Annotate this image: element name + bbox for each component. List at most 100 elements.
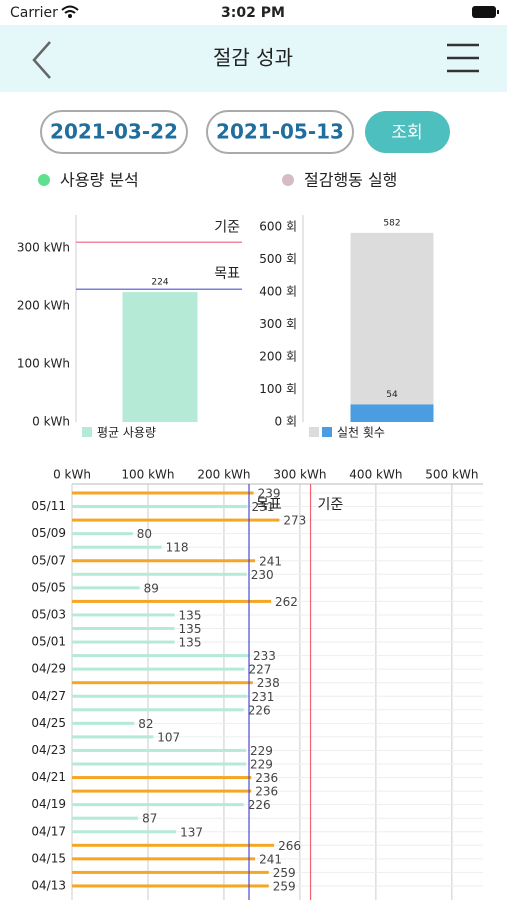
value-label: 229: [250, 744, 273, 758]
y-tick-label: 04/29: [31, 662, 66, 676]
bar: [72, 843, 275, 847]
x-tick-label: 400 kWh: [349, 468, 402, 482]
bar: [72, 789, 252, 793]
y-tick-label: 400 회: [259, 285, 297, 299]
tab-label[interactable]: 절감행동 실행: [304, 171, 397, 190]
value-label: 241: [259, 554, 282, 568]
carrier: Carrier: [10, 5, 58, 21]
value-label: 233: [253, 649, 276, 663]
y-tick-label: 04/15: [31, 851, 66, 865]
value-label: 236: [255, 771, 278, 785]
y-tick-label: 300 회: [259, 317, 297, 331]
y-tick-label: 0 회: [275, 415, 298, 429]
bar: [72, 599, 272, 603]
y-tick-label: 05/09: [31, 526, 66, 540]
y-tick-label: 04/21: [31, 770, 66, 784]
legend-swatch: [322, 427, 332, 437]
y-tick-label: 04/19: [31, 797, 66, 811]
start-date: 2021-03-22: [50, 120, 178, 144]
tab-dot: [282, 174, 294, 186]
y-tick-label: 200 회: [259, 350, 297, 364]
bar: [72, 545, 162, 549]
bar: [72, 681, 253, 685]
value-label: 89: [144, 581, 159, 595]
value-label: 227: [248, 663, 271, 677]
y-tick-label: 04/23: [31, 743, 66, 757]
y-tick-label: 05/07: [31, 553, 66, 567]
bar: [72, 870, 269, 874]
reference-label: 목표: [256, 497, 282, 513]
y-tick-label: 05/05: [31, 580, 66, 594]
value-label: 54: [386, 390, 398, 400]
value-label: 582: [383, 218, 400, 228]
bar: [350, 404, 434, 422]
bar: [72, 762, 246, 766]
x-tick-label: 500 kWh: [425, 468, 478, 482]
end-date-pill[interactable]: [206, 110, 354, 154]
value-label: 266: [278, 839, 301, 853]
legend-swatch: [309, 427, 319, 437]
bar: [72, 586, 140, 590]
x-tick-label: 200 kWh: [197, 468, 250, 482]
bar: [72, 816, 139, 820]
header-bar: [0, 25, 507, 92]
bar: [72, 654, 250, 658]
legend-label: 평균 사용량: [97, 426, 156, 440]
bar: [72, 708, 244, 712]
x-tick-label: 0 kWh: [53, 468, 91, 482]
y-tick-label: 600 회: [259, 220, 297, 234]
y-tick-label: 04/27: [31, 689, 66, 703]
bar: [72, 667, 245, 671]
value-label: 118: [166, 541, 189, 555]
y-tick-label: 05/03: [31, 607, 66, 621]
value-label: 238: [257, 676, 280, 690]
bar: [72, 776, 252, 780]
y-tick-label: 300 kWh: [17, 241, 70, 255]
value-label: 236: [255, 785, 278, 799]
bar: [72, 721, 135, 725]
bar: [72, 627, 175, 630]
y-tick-label: 04/13: [31, 878, 66, 892]
value-label: 224: [151, 278, 168, 288]
y-tick-label: 100 회: [259, 382, 297, 396]
value-label: 80: [137, 527, 152, 541]
x-tick-label: 100 kWh: [121, 468, 174, 482]
bar: [72, 532, 133, 536]
clock: 3:02 PM: [221, 5, 285, 21]
y-tick-label: 04/17: [31, 824, 66, 838]
bar: [72, 748, 246, 752]
value-label: 135: [179, 636, 202, 650]
bar: [72, 505, 248, 509]
value-label: 135: [179, 622, 202, 636]
menu-button[interactable]: [447, 43, 479, 73]
value-label: 259: [273, 879, 296, 893]
tab-dot: [38, 174, 50, 186]
x-tick-label: 300 kWh: [273, 468, 326, 482]
value-label: 82: [138, 717, 153, 731]
bar: [72, 830, 177, 834]
back-button[interactable]: [32, 41, 51, 79]
value-label: 226: [248, 798, 271, 812]
value-label: 107: [157, 730, 180, 744]
bar: [72, 572, 247, 576]
legend-swatch: [82, 427, 92, 437]
start-date-pill[interactable]: [40, 110, 188, 154]
bar: [72, 613, 175, 617]
bar: [72, 559, 256, 563]
bar: [72, 518, 280, 522]
value-label: 230: [251, 568, 274, 582]
end-date: 2021-05-13: [216, 120, 344, 144]
value-label: 135: [179, 608, 202, 622]
bar: [72, 857, 256, 861]
battery: [472, 6, 496, 18]
bar: [72, 694, 248, 698]
value-label: 226: [248, 703, 271, 717]
value-label: 259: [273, 866, 296, 880]
search-button[interactable]: [365, 111, 450, 153]
tab-label[interactable]: 사용량 분석: [60, 171, 139, 190]
wifi-dot: [68, 14, 72, 18]
value-label: 229: [250, 758, 273, 772]
value-label: 239: [258, 487, 281, 501]
